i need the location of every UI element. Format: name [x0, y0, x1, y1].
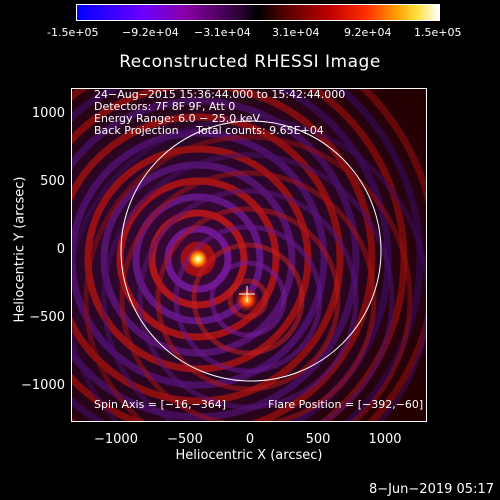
flare-position-marker	[239, 286, 255, 302]
x-tick-label: −500	[167, 432, 203, 447]
y-tick-label: −500	[29, 310, 65, 325]
image-plot	[71, 88, 427, 422]
flare-source-primary	[186, 247, 210, 271]
method-label: Back Projection	[94, 124, 179, 137]
x-tick-label: 0	[245, 432, 255, 447]
colorbar-tick: −3.1e+04	[194, 26, 251, 39]
page-title: Reconstructed RHESSI Image	[119, 52, 381, 72]
x-tick-label: 1000	[368, 432, 402, 447]
y-tick-label: 500	[40, 174, 65, 189]
colorbar-tick: -1.5e+05	[47, 26, 99, 39]
y-axis-label: Heliocentric Y (arcsec)	[12, 176, 28, 323]
colorbar-tick: 3.1e+04	[272, 26, 320, 39]
detectors-label: Detectors: 7F 8F 9F, Att 0	[94, 100, 236, 113]
solar-limb	[120, 120, 382, 382]
x-axis-label: Heliocentric X (arcsec)	[175, 448, 323, 463]
y-tick-label: 1000	[31, 106, 65, 121]
flare-position-label: Flare Position = [−392,−60]	[268, 398, 424, 411]
colorbar-tick: 9.2e+04	[344, 26, 392, 39]
time-range-label: 24−Aug−2015 15:36:44.000 to 15:42:44.000	[94, 88, 346, 101]
colorbar-tick: 1.5e+05	[414, 26, 462, 39]
spin-axis-label: Spin Axis = [−16,−364]	[94, 398, 227, 411]
energy-range-label: Energy Range: 6.0 − 25.0 keV	[94, 112, 261, 125]
total-counts-label: Total counts: 9.65E+04	[196, 124, 324, 137]
x-tick-label: 500	[305, 432, 331, 447]
y-tick-label: −1000	[21, 378, 65, 393]
y-tick-label: 0	[56, 242, 65, 257]
x-tick-label: −1000	[94, 432, 138, 447]
colorbar-tick: −9.2e+04	[122, 26, 179, 39]
reconstructed-image	[72, 89, 426, 421]
timestamp: 8−Jun−2019 05:17	[368, 482, 494, 497]
colorbar	[76, 4, 440, 21]
